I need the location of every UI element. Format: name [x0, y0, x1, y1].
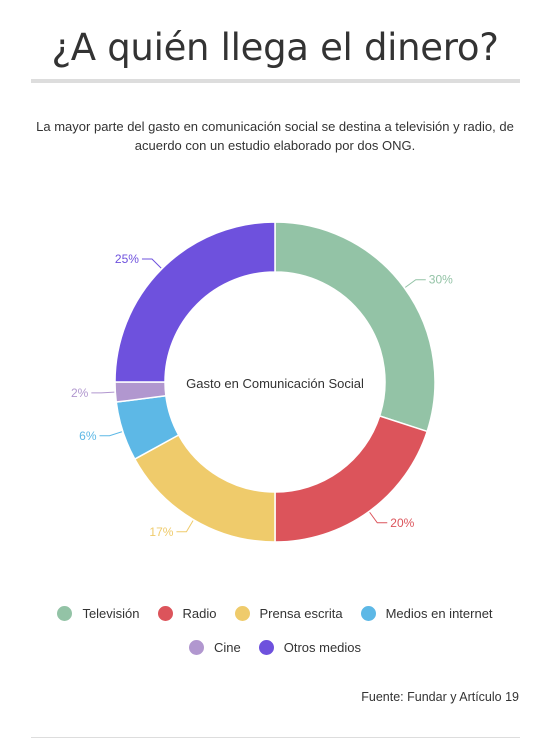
chart-subtitle: La mayor parte del gasto en comunicación… — [36, 119, 514, 153]
title-divider — [31, 79, 520, 83]
legend-label-other: Otros medios — [283, 640, 362, 655]
legend-item-print: Prensa escrita — [234, 606, 343, 621]
leader-line-print — [176, 520, 194, 533]
legend-item-other: Otros medios — [258, 640, 362, 655]
chart-legend-row-1: Televisión Radio Prensa escrita Medios e… — [30, 606, 520, 621]
legend-swatch-cinema — [188, 640, 204, 655]
legend-swatch-radio — [157, 606, 173, 621]
leader-line-internet — [99, 431, 123, 437]
source-note: Fuente: Fundar y Artículo 19 — [361, 690, 519, 704]
legend-label-television: Televisión — [82, 606, 140, 621]
data-label-internet: 6% — [79, 429, 97, 443]
data-label-other: 25% — [115, 252, 139, 266]
legend-label-cinema: Cine — [213, 640, 241, 655]
donut-slice-television — [274, 221, 436, 433]
donut-chart: 30% 20% 17% 6% 2% 25% Gasto en Comunicación S… — [71, 221, 453, 543]
chart-legend-row-2: Cine Otros medios — [30, 640, 520, 655]
legend-swatch-print — [234, 606, 250, 621]
leader-line-television — [404, 279, 426, 288]
chart-center-label: Gasto en Comunicación Social — [186, 376, 364, 391]
leader-line-radio — [369, 511, 388, 524]
legend-label-internet: Medios en internet — [385, 606, 493, 621]
legend-label-radio: Radio — [182, 606, 217, 621]
donut-slice-other — [114, 221, 276, 383]
legend-swatch-television — [57, 606, 73, 621]
data-label-cinema: 2% — [71, 386, 89, 400]
bottom-divider — [31, 737, 520, 738]
data-label-radio: 20% — [390, 516, 414, 530]
legend-label-print: Prensa escrita — [259, 606, 343, 621]
legend-item-television: Televisión — [57, 606, 140, 621]
legend-item-internet: Medios en internet — [360, 606, 493, 621]
legend-swatch-internet — [360, 606, 376, 621]
legend-swatch-other — [258, 640, 274, 655]
legend-item-radio: Radio — [157, 606, 217, 621]
data-label-television: 30% — [429, 273, 453, 287]
page-title: ¿A quién llega el dinero? — [51, 26, 499, 69]
legend-item-cinema: Cine — [188, 640, 241, 655]
data-label-print: 17% — [149, 525, 173, 539]
leader-line-cinema — [91, 391, 115, 394]
leader-line-other — [141, 258, 162, 269]
